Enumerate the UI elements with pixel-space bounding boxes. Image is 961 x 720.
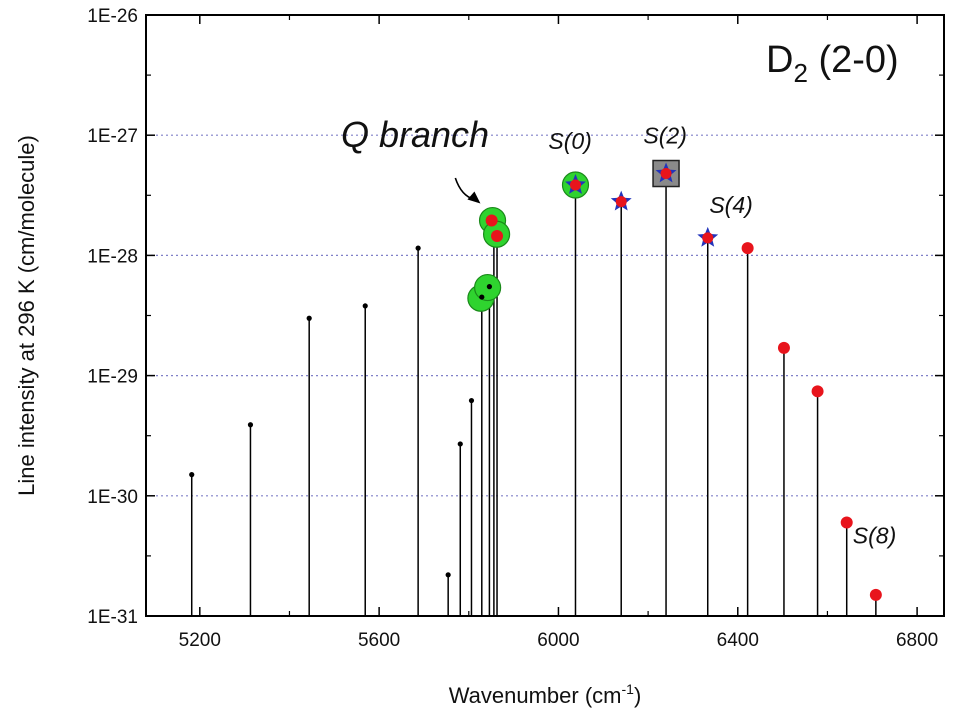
annotation-label: Q branch (341, 114, 489, 155)
y-tick-label: 1E-30 (87, 487, 138, 508)
black-dot-marker (445, 572, 451, 578)
black-dot-marker (247, 422, 254, 428)
x-axis-label-main: Wavenumber (cm (449, 683, 622, 708)
x-axis-label-sup: -1 (622, 681, 635, 697)
plot-frame (145, 14, 945, 617)
red-dot-marker (741, 242, 754, 255)
molecule-band: (2-0) (808, 39, 899, 81)
black-dot-marker (479, 294, 485, 300)
annotation-label: S(8) (853, 523, 896, 549)
y-tick-label: 1E-27 (87, 126, 138, 147)
red-dot-marker (485, 214, 498, 227)
y-tick-label: 1E-26 (87, 6, 138, 27)
y-tick-label: 1E-31 (87, 607, 138, 628)
molecule-label: D2 (2-0) (766, 39, 899, 88)
stems (190, 173, 877, 616)
black-dot-marker (486, 284, 493, 290)
star-center-dot (569, 179, 581, 191)
red-dot-marker (869, 588, 882, 601)
red-dot-marker (811, 385, 824, 398)
x-tick-label: 5200 (179, 630, 221, 651)
red-dot-marker (840, 516, 853, 529)
black-dot-marker (457, 441, 463, 447)
annotation-label: S(0) (548, 128, 591, 154)
molecule-subscript: 2 (793, 58, 807, 88)
molecule-base: D (766, 39, 793, 81)
x-axis-label-end: ) (634, 683, 641, 708)
q-branch-arrow-head (467, 191, 481, 204)
y-tick-label: 1E-29 (87, 367, 138, 388)
black-dot-marker (189, 472, 195, 478)
star-center-dot (615, 196, 627, 208)
gridlines (146, 134, 944, 497)
black-dot-marker (415, 245, 421, 251)
annotations: Q branch S(0) S(2) S(4) S(8) (341, 114, 896, 549)
red-dot-marker (491, 230, 504, 243)
black-dot-marker (468, 397, 475, 404)
star-center-dot (660, 168, 672, 180)
star-center-dot (702, 232, 714, 244)
y-axis-label: Line intensity at 296 K (cm/molecule) (14, 135, 39, 496)
markers (189, 159, 882, 601)
x-tick-label: 6000 (537, 630, 579, 651)
annotation-label: S(4) (709, 192, 752, 218)
red-dot-marker (777, 341, 790, 354)
y-tick-label: 1E-28 (87, 246, 138, 267)
x-axis-label: Wavenumber (cm-1) (449, 681, 642, 708)
x-tick-label: 5600 (358, 630, 400, 651)
black-dot-marker (362, 303, 368, 309)
x-tick-label: 6800 (896, 630, 938, 651)
black-dot-marker (306, 315, 312, 321)
x-tick-label: 6400 (717, 630, 759, 651)
annotation-label: S(2) (643, 123, 686, 149)
ticks: 1E-31 1E-30 1E-29 1E-28 1E-27 1E-26 5200 5600 60… (87, 6, 944, 651)
